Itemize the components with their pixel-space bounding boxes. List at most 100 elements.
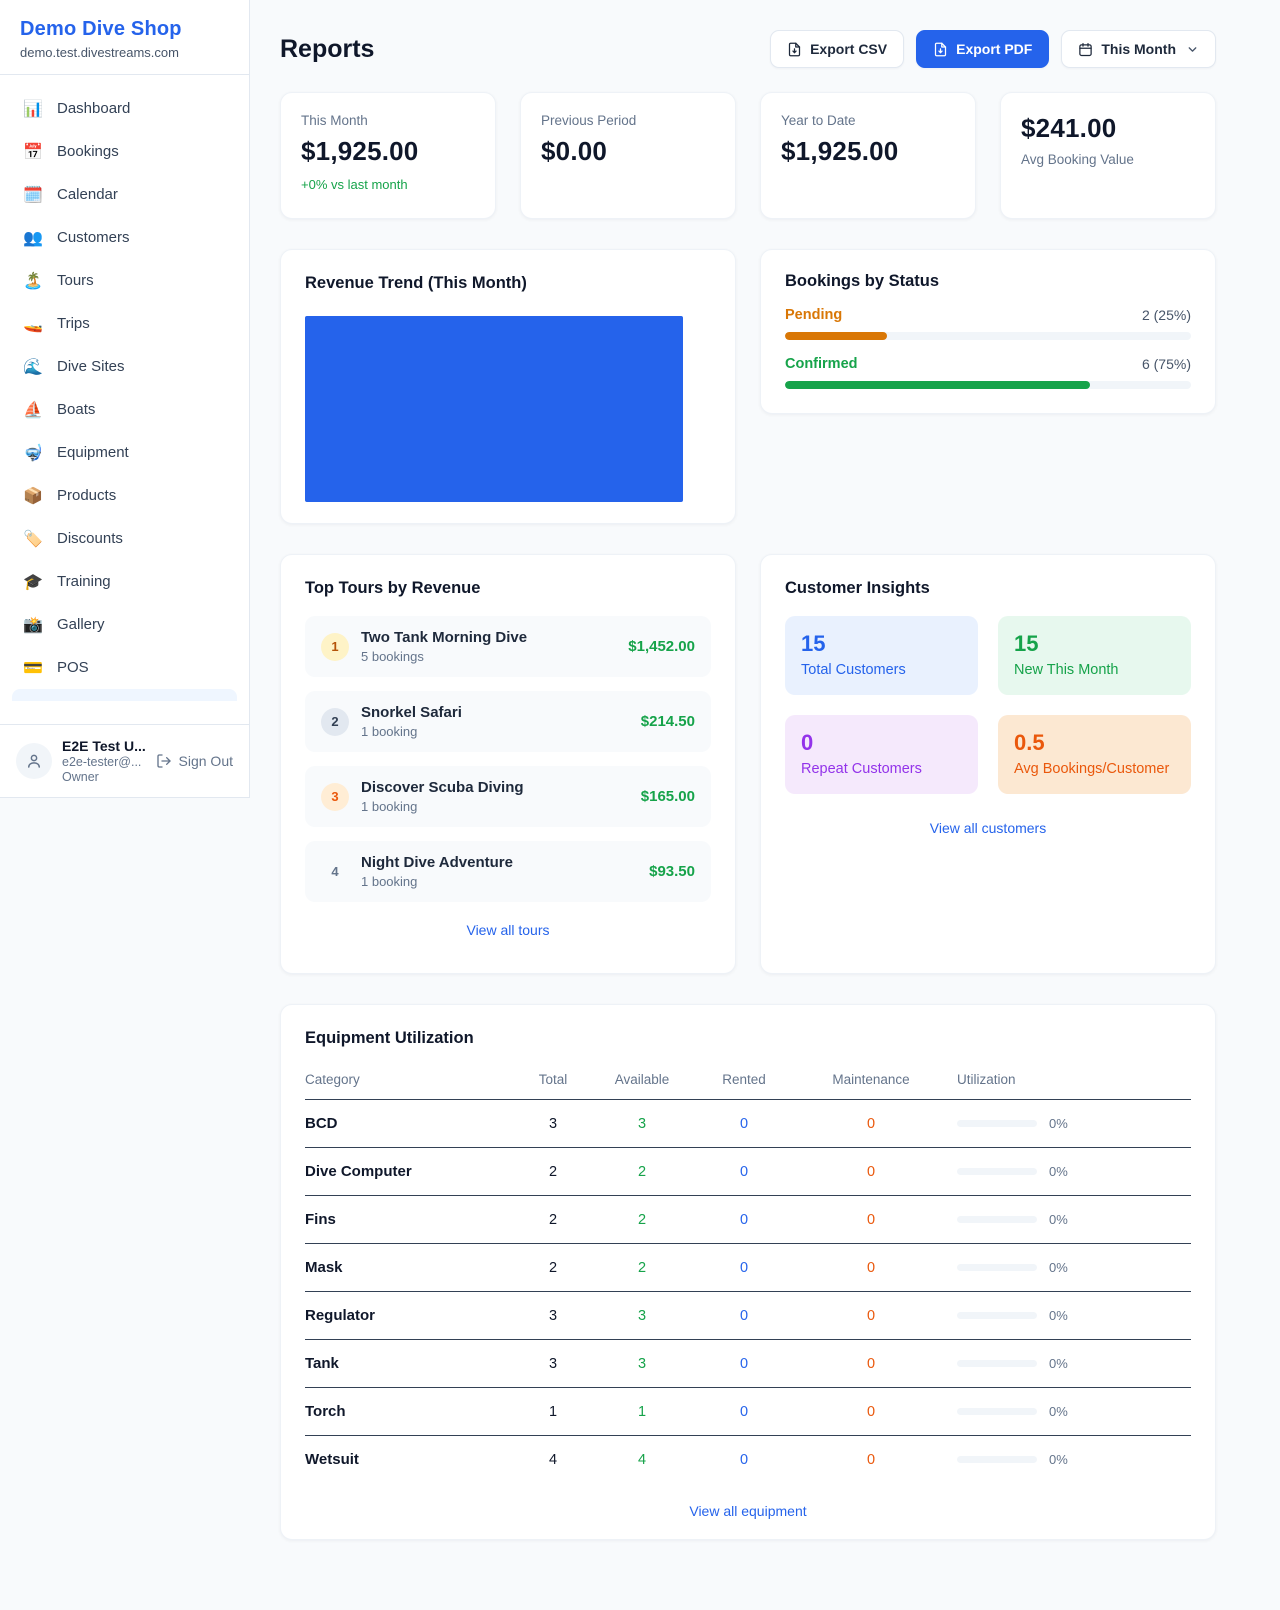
cell-category: Tank — [305, 1339, 525, 1388]
sidebar-item-discounts[interactable]: 🏷️ Discounts — [12, 517, 237, 560]
sidebar-item-dive-sites[interactable]: 🌊 Dive Sites — [12, 345, 237, 388]
sidebar-item-products[interactable]: 📦 Products — [12, 474, 237, 517]
insight-value: 15 — [801, 631, 826, 656]
sign-out-button[interactable]: Sign Out — [156, 753, 233, 769]
col-header-total: Total — [525, 1062, 581, 1100]
status-count: 2 (25%) — [1141, 307, 1191, 323]
export-csv-button[interactable]: Export CSV — [770, 30, 905, 68]
stat-card-avg-booking-value: $241.00 Avg Booking Value — [1000, 92, 1216, 219]
file-download-icon — [934, 42, 947, 56]
customer-insights-card: Customer Insights 15 Total Customers 15 … — [760, 554, 1216, 974]
cell-rented: 0 — [703, 1387, 785, 1436]
user-role: Owner — [62, 770, 99, 784]
utilization-bar — [957, 1312, 1037, 1319]
bookings-by-status-card: Bookings by Status Pending 2 (25%) Confi… — [760, 249, 1216, 414]
customer-insights-title: Customer Insights — [785, 579, 930, 597]
tour-name: Night Dive Adventure — [361, 854, 513, 871]
progress-track — [785, 332, 1191, 340]
sidebar-item-bookings[interactable]: 📅 Bookings — [12, 130, 237, 173]
sidebar-item-trips[interactable]: 🚤 Trips — [12, 302, 237, 345]
tour-name: Snorkel Safari — [361, 704, 462, 721]
sidebar: Demo Dive Shop demo.test.divestreams.com… — [0, 0, 250, 798]
sidebar-item-tours[interactable]: 🏝️ Tours — [12, 259, 237, 302]
tour-list-item: 2 Snorkel Safari 1 booking $214.50 — [305, 691, 711, 752]
table-row: Fins 2 2 0 0 0% — [305, 1195, 1191, 1244]
sidebar-item-label: Gallery — [57, 616, 105, 633]
tour-revenue: $165.00 — [640, 788, 695, 805]
sidebar-item-label: Tours — [57, 272, 94, 289]
tour-list-item: 3 Discover Scuba Diving 1 booking $165.0… — [305, 766, 711, 827]
sidebar-item-gallery[interactable]: 📸 Gallery — [12, 603, 237, 646]
logout-icon — [156, 754, 171, 768]
sidebar-item-equipment[interactable]: 🤿 Equipment — [12, 431, 237, 474]
row-tours-insights: Top Tours by Revenue 1 Two Tank Morning … — [280, 554, 1216, 974]
view-all-equipment-link[interactable]: View all equipment — [689, 1503, 807, 1519]
user-name: E2E Test U... — [62, 738, 146, 754]
tour-bookings: 5 bookings — [361, 649, 424, 664]
rank-badge: 4 — [331, 864, 339, 879]
cell-total: 2 — [525, 1243, 581, 1292]
col-header-rented: Rented — [703, 1062, 785, 1100]
calendar-icon — [1079, 42, 1093, 56]
speedboat-icon: 🚤 — [23, 313, 43, 333]
export-csv-label: Export CSV — [810, 41, 888, 57]
view-all-tours-link[interactable]: View all tours — [466, 922, 550, 938]
cell-rented: 0 — [703, 1291, 785, 1340]
utilization-percent: 0% — [1049, 1308, 1068, 1323]
stat-card-year-to-date: Year to Date $1,925.00 — [760, 92, 976, 219]
insight-box-new-this-month: 15 New This Month — [998, 616, 1191, 695]
progress-track — [785, 381, 1191, 389]
calendar-date-icon: 📅 — [23, 141, 43, 161]
cell-available: 2 — [581, 1243, 703, 1292]
cell-available: 3 — [581, 1291, 703, 1340]
utilization-bar — [957, 1456, 1037, 1463]
cell-available: 3 — [581, 1099, 703, 1148]
sidebar-item-label: Equipment — [57, 444, 129, 461]
sidebar-item-label: Bookings — [57, 143, 119, 160]
rank-badge: 1 — [321, 632, 349, 661]
view-all-customers-link[interactable]: View all customers — [929, 820, 1047, 836]
insight-value: 15 — [1014, 631, 1039, 656]
period-dropdown[interactable]: This Month — [1061, 30, 1216, 68]
sidebar-item-dashboard[interactable]: 📊 Dashboard — [12, 87, 237, 130]
cell-total: 2 — [525, 1195, 581, 1244]
cell-available: 3 — [581, 1339, 703, 1388]
equipment-table: Category Total Available Rented Maintena… — [305, 1062, 1191, 1483]
utilization-bar — [957, 1216, 1037, 1223]
sidebar-item-pos[interactable]: 💳 POS — [12, 646, 237, 689]
sidebar-item-boats[interactable]: ⛵ Boats — [12, 388, 237, 431]
insight-value: 0.5 — [1014, 730, 1045, 755]
cell-category: Dive Computer — [305, 1147, 525, 1196]
cell-rented: 0 — [703, 1099, 785, 1148]
calendar-icon: 🗓️ — [23, 184, 43, 204]
rank-badge: 2 — [321, 707, 349, 736]
sidebar-item-training[interactable]: 🎓 Training — [12, 560, 237, 603]
person-icon — [28, 754, 40, 768]
utilization-bar — [957, 1168, 1037, 1175]
cell-total: 3 — [525, 1291, 581, 1340]
sidebar-nav: 📊 Dashboard 📅 Bookings 🗓️ Calendar 👥 Cus… — [0, 75, 249, 724]
utilization-percent: 0% — [1049, 1404, 1068, 1419]
package-icon: 📦 — [23, 485, 43, 505]
insight-label: Repeat Customers — [801, 761, 922, 777]
bar-chart-icon: 📊 — [23, 98, 43, 118]
revenue-trend-bar — [305, 316, 683, 502]
table-row: Mask 2 2 0 0 0% — [305, 1243, 1191, 1292]
stat-value: $241.00 — [1021, 113, 1117, 143]
shop-name: Demo Dive Shop — [20, 18, 182, 40]
cell-maintenance: 0 — [785, 1147, 957, 1196]
col-header-utilization: Utilization — [957, 1062, 1191, 1100]
sidebar-item-active-partial[interactable] — [12, 689, 237, 701]
table-header-row: Category Total Available Rented Maintena… — [305, 1062, 1191, 1100]
sidebar-item-label: Calendar — [57, 186, 118, 203]
cell-rented: 0 — [739, 1451, 749, 1468]
utilization-percent: 0% — [1049, 1116, 1068, 1131]
cell-rented: 0 — [703, 1339, 785, 1388]
sidebar-item-calendar[interactable]: 🗓️ Calendar — [12, 173, 237, 216]
user-meta: E2E Test U... e2e-tester@... Owner — [62, 738, 146, 784]
export-pdf-button[interactable]: Export PDF — [916, 30, 1050, 68]
tour-name: Discover Scuba Diving — [361, 779, 524, 796]
sidebar-item-label: Customers — [57, 229, 130, 246]
sidebar-item-customers[interactable]: 👥 Customers — [12, 216, 237, 259]
insight-value: 0 — [801, 730, 814, 755]
